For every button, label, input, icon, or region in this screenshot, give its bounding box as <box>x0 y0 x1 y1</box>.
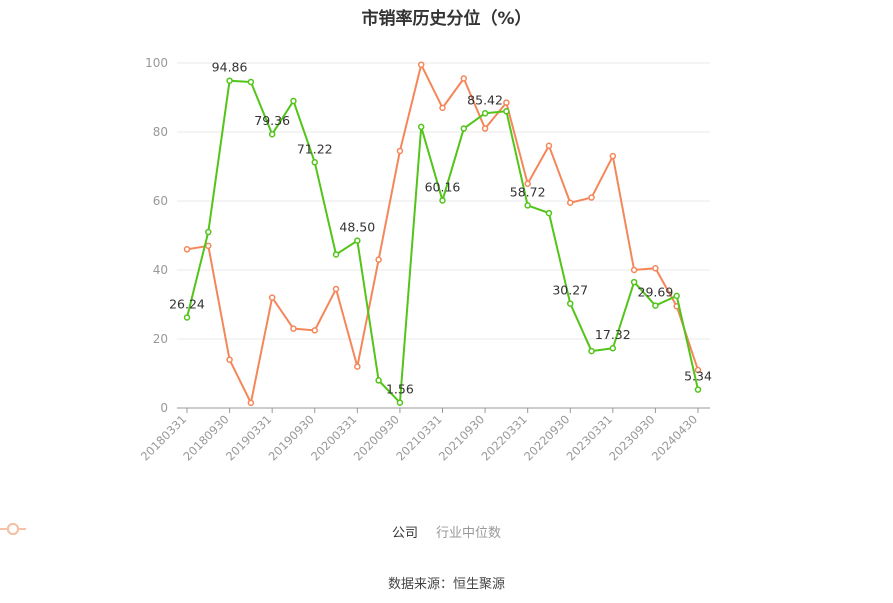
industry-median-point <box>247 399 255 407</box>
company-point <box>481 110 489 117</box>
company-point <box>375 377 382 384</box>
y-tick-label: 80 <box>153 125 168 139</box>
industry-median-point <box>290 325 297 332</box>
company-point <box>439 197 446 204</box>
company-point <box>332 251 340 258</box>
company-point <box>183 314 191 321</box>
company-point <box>588 347 595 355</box>
data-label: 94.86 <box>212 60 248 75</box>
industry-median-point <box>609 152 617 160</box>
data-label: 58.72 <box>510 184 546 199</box>
industry-median-point <box>524 180 531 187</box>
company-point <box>268 130 276 138</box>
legend: 公司 行业中位数 <box>0 522 893 541</box>
data-source: 数据来源：恒生聚源 <box>387 577 505 592</box>
company-point <box>694 386 702 393</box>
industry-median-point <box>226 356 233 363</box>
data-label: 1.56 <box>386 382 414 397</box>
data-label: 71.22 <box>297 141 333 156</box>
industry-median-point <box>268 294 276 301</box>
industry-median-point <box>439 104 446 112</box>
data-label: 60.16 <box>425 179 461 194</box>
industry-median-point <box>481 125 489 132</box>
data-label: 5.34 <box>684 369 712 384</box>
x-tick-label: 20240430 <box>649 412 700 463</box>
data-label: 30.27 <box>552 283 588 298</box>
data-label: 85.42 <box>467 92 503 107</box>
company-point <box>290 97 297 105</box>
y-tick-label: 20 <box>153 332 168 346</box>
industry-median-point <box>694 366 702 374</box>
legend-item-company[interactable]: 公司 <box>0 522 418 541</box>
industry-median-point <box>417 61 425 68</box>
company-point <box>311 159 318 166</box>
data-label: 29.69 <box>638 285 674 300</box>
company-point <box>673 292 680 300</box>
company-point <box>503 108 510 115</box>
data-label: 17.32 <box>595 327 631 342</box>
industry-median-point <box>460 75 468 82</box>
legend-industry-median-label: 行业中位数 <box>436 526 502 541</box>
chart-title: 市销率历史分位（%） <box>361 9 532 29</box>
legend-item-industry-median[interactable]: 行业中位数 <box>0 522 502 541</box>
industry-median-point <box>205 242 212 250</box>
industry-median-point <box>354 363 361 370</box>
legend-company-label: 公司 <box>391 526 418 541</box>
company-series-line <box>186 79 699 404</box>
industry-median-point <box>545 142 553 150</box>
data-label: 48.50 <box>339 220 375 235</box>
industry-median-point <box>375 256 382 263</box>
company-point <box>417 123 425 131</box>
company-point <box>630 278 638 286</box>
company-point <box>652 302 659 309</box>
industry-median-point <box>630 266 638 274</box>
industry-median-point <box>332 285 340 293</box>
industry-median-point <box>503 99 510 106</box>
company-point <box>524 202 531 209</box>
industry-median-point <box>396 147 404 155</box>
legend-industry-median-marker-icon <box>0 523 26 535</box>
data-label: 26.24 <box>169 296 205 311</box>
company-point <box>226 77 233 84</box>
company-point <box>396 399 404 406</box>
industry-median-point <box>652 265 659 272</box>
y-tick-label: 40 <box>153 263 168 277</box>
data-label: 79.36 <box>254 113 290 128</box>
industry-median-point <box>183 246 191 253</box>
y-tick-label: 0 <box>160 401 168 415</box>
company-point <box>545 209 553 217</box>
y-tick-label: 60 <box>153 194 168 208</box>
company-point <box>567 300 574 307</box>
industry-median-point <box>311 327 318 334</box>
company-point <box>460 125 468 132</box>
company-point <box>205 228 212 236</box>
company-point <box>247 78 255 86</box>
y-tick-label: 100 <box>145 56 168 70</box>
industry-median-point <box>588 194 595 201</box>
industry-median-point <box>567 199 574 206</box>
company-point <box>354 237 361 244</box>
company-point <box>609 344 617 352</box>
